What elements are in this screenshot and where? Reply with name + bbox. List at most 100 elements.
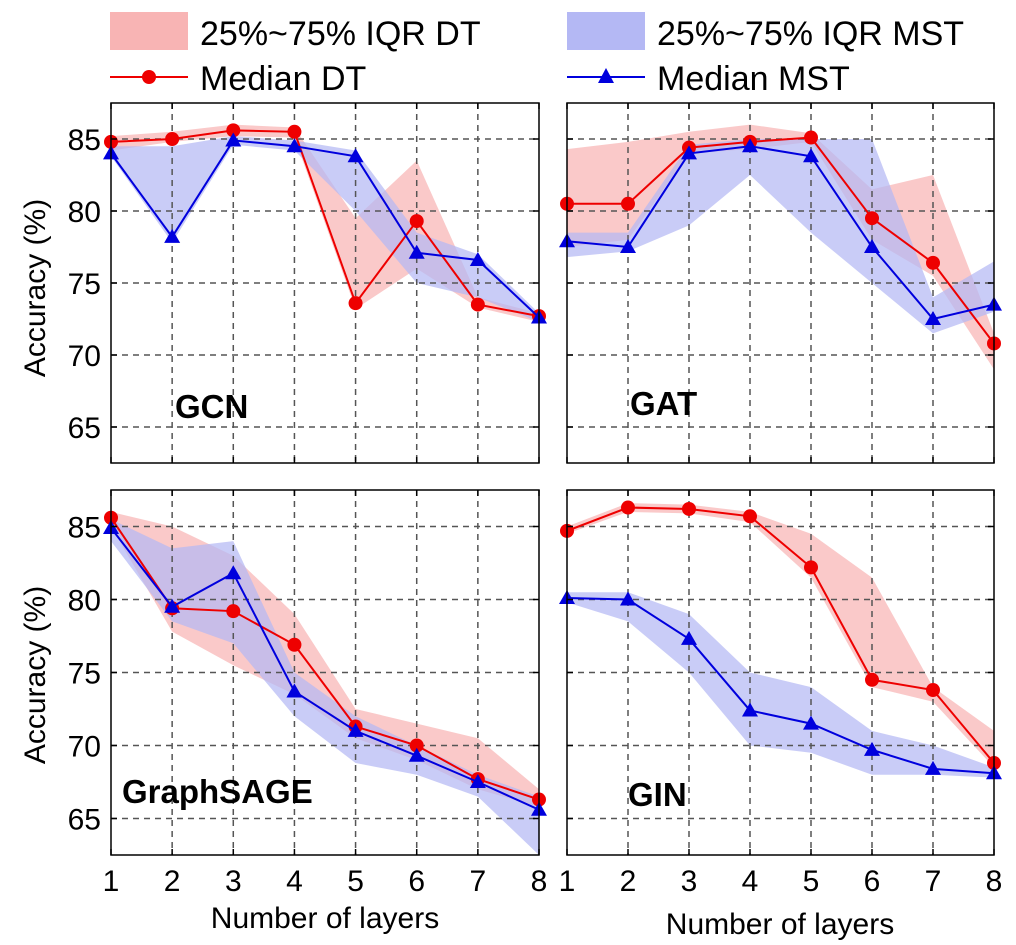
y-tick-label: 80: [68, 585, 101, 618]
point-median-mst: [469, 251, 486, 266]
x-tick-label: 7: [925, 865, 942, 898]
point-median-dt: [470, 297, 485, 312]
point-median-mst: [164, 598, 181, 613]
point-median-dt: [621, 500, 635, 515]
iqr-band-25-75-iqr-mst: [111, 519, 539, 855]
legend-label-iqr-mst: 25%~75% IQR MST: [657, 15, 964, 53]
legend-swatch-iqr-dt: [110, 12, 188, 50]
point-median-mst: [803, 148, 819, 163]
iqr-band-25-75-iqr-mst: [567, 139, 994, 334]
y-tick-label: 80: [68, 196, 101, 229]
x-tick-label: 1: [559, 865, 576, 898]
point-median-mst: [620, 591, 636, 606]
legend-label-iqr-dt: 25%~75% IQR DT: [200, 15, 481, 53]
y-tick-label: 70: [68, 731, 101, 764]
y-tick-label: 85: [68, 124, 101, 157]
point-median-mst: [620, 239, 636, 253]
y-axis-title-top: Accuracy (%): [19, 199, 52, 377]
y-tick-label: 70: [68, 340, 101, 373]
point-median-mst: [347, 148, 364, 163]
y-axis-title-bottom: Accuracy (%): [19, 586, 52, 764]
x-tick-label: 2: [164, 865, 181, 898]
point-median-dt: [165, 132, 180, 146]
panel-gin: 1 2 3 4 5 6 7 8 GIN: [559, 489, 1003, 898]
y-tick-label: 65: [68, 412, 101, 445]
point-median-dt: [226, 604, 241, 619]
y-tick-label: 75: [68, 268, 101, 301]
x-tick-label: 1: [103, 865, 120, 898]
y-tick-label: 65: [68, 804, 101, 837]
x-tick-label: 8: [531, 865, 548, 898]
panel-graphsage: 65 70 75 80 85 1 2 3 4 5 6 7 8 GraphSAGE: [68, 489, 548, 898]
series-line-median-dt: [111, 517, 539, 801]
point-median-dt: [287, 637, 302, 652]
panel-gat: GAT: [559, 102, 1002, 464]
point-median-mst: [225, 132, 242, 147]
series-line-median-mst: [567, 597, 994, 775]
panel-title: GraphSAGE: [122, 773, 313, 810]
x-axis-title-left: Number of layers: [211, 902, 439, 935]
legend-swatch-iqr-mst: [567, 12, 645, 50]
point-median-mst: [925, 311, 941, 325]
series-line-median-mst: [567, 145, 994, 321]
point-median-mst: [469, 774, 486, 788]
x-tick-label: 6: [408, 865, 425, 898]
x-axis-title-right: Number of layers: [666, 908, 894, 941]
point-median-dt: [926, 255, 940, 270]
y-tick-label: 85: [68, 512, 101, 545]
series-line-median-mst: [111, 139, 539, 319]
point-median-dt: [926, 683, 940, 698]
point-median-mst: [408, 244, 425, 259]
legend-marker-median-mst: [598, 68, 614, 83]
point-median-mst: [925, 760, 941, 775]
point-median-mst: [225, 565, 242, 580]
point-median-mst: [408, 747, 425, 762]
panel-title: GAT: [630, 385, 697, 422]
point-median-dt: [621, 196, 635, 211]
point-median-mst: [803, 715, 819, 730]
x-tick-label: 5: [347, 865, 364, 898]
point-median-dt: [743, 509, 757, 524]
point-median-dt: [865, 211, 879, 226]
x-tick-label: 8: [986, 865, 1003, 898]
point-median-mst: [286, 683, 303, 698]
x-tick-label: 7: [470, 865, 487, 898]
point-median-dt: [804, 560, 818, 575]
x-tick-label: 5: [803, 865, 820, 898]
x-tick-label: 2: [620, 865, 637, 898]
point-median-mst: [681, 145, 697, 160]
legend-label-median-dt: Median DT: [200, 60, 366, 98]
series-line-median-dt: [567, 136, 994, 345]
panel-title: GIN: [628, 776, 687, 813]
point-median-mst: [347, 722, 364, 737]
legend-marker-median-dt: [142, 70, 156, 84]
iqr-band-25-75-iqr-mst: [567, 592, 994, 778]
point-median-dt: [682, 501, 696, 516]
panel-gcn: 65 70 75 80 85 GCN: [68, 102, 547, 464]
point-median-mst: [164, 228, 181, 243]
point-median-dt: [348, 296, 363, 311]
point-median-mst: [864, 741, 880, 756]
point-median-mst: [742, 138, 758, 153]
point-median-mst: [864, 239, 880, 253]
point-median-dt: [409, 738, 424, 753]
point-median-mst: [681, 630, 697, 645]
series-line-median-dt: [567, 506, 994, 764]
point-median-dt: [804, 130, 818, 145]
series-line-median-mst: [111, 527, 539, 811]
x-tick-label: 4: [742, 865, 759, 898]
iqr-band-25-75-iqr-mst: [111, 136, 539, 322]
panel-title: GCN: [175, 388, 248, 425]
legend-label-median-mst: Median MST: [657, 60, 850, 98]
point-median-mst: [742, 702, 758, 717]
point-median-dt: [287, 124, 302, 139]
point-median-dt: [409, 214, 424, 229]
x-tick-label: 3: [681, 865, 698, 898]
x-tick-label: 3: [225, 865, 242, 898]
point-median-dt: [865, 672, 879, 687]
legend: 25%~75% IQR DT 25%~75% IQR MST Median DT…: [110, 12, 964, 98]
point-median-dt: [226, 123, 241, 138]
x-tick-label: 6: [864, 865, 881, 898]
x-tick-label: 4: [286, 865, 303, 898]
